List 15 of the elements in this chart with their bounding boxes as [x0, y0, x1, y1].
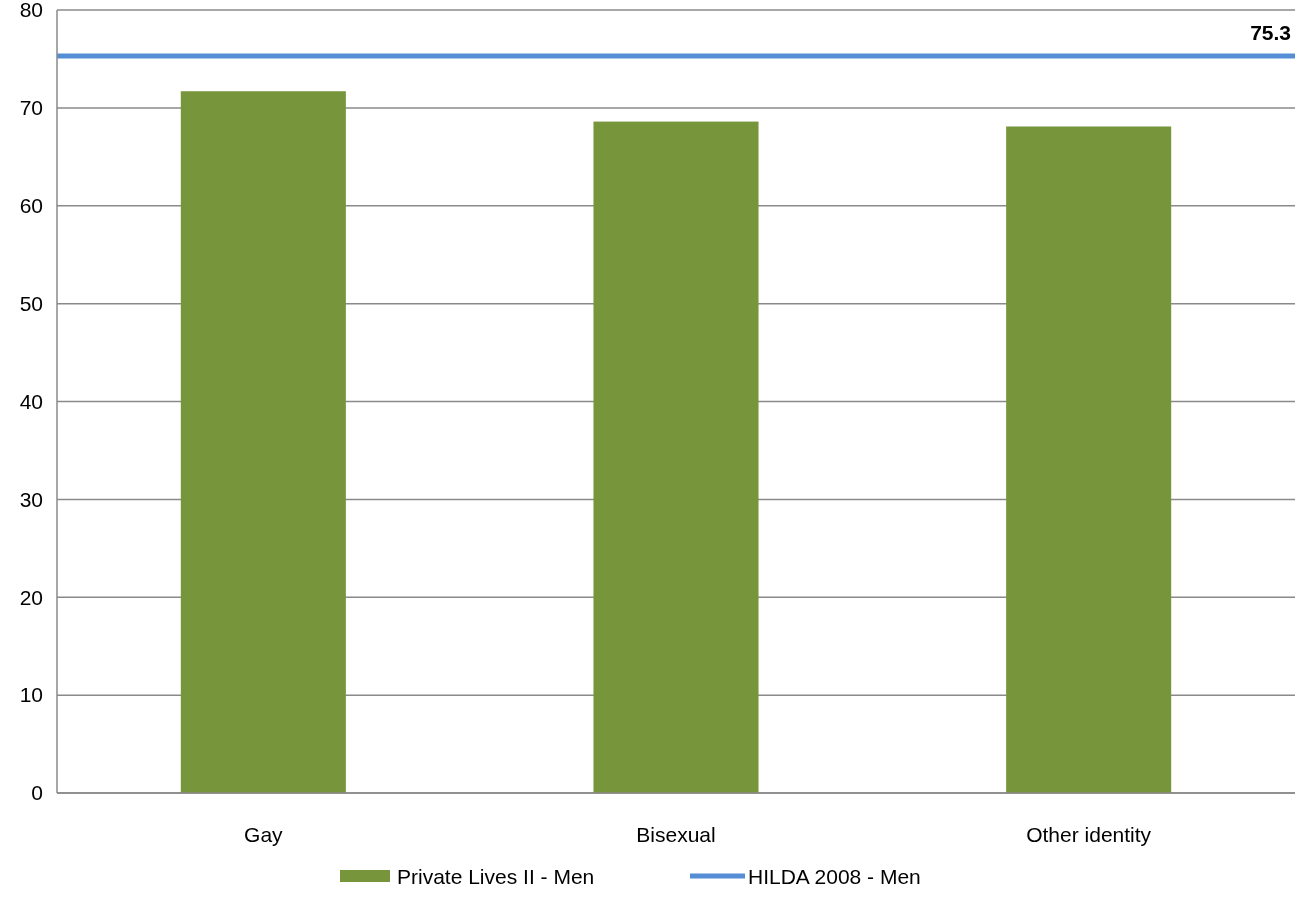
- legend-label: HILDA 2008 - Men: [748, 865, 921, 888]
- x-tick-label: Gay: [244, 823, 284, 846]
- y-tick-label: 50: [19, 291, 43, 315]
- y-tick-label: 60: [19, 194, 43, 218]
- x-tick-label: Other identity: [1026, 823, 1152, 846]
- annotation: 75.3: [1250, 21, 1291, 44]
- x-tick-label: Bisexual: [636, 823, 716, 846]
- y-tick-label: 70: [19, 96, 43, 120]
- legend-label: Private Lives II - Men: [397, 865, 595, 888]
- y-tick-label: 0: [31, 781, 43, 805]
- y-tick-label: 20: [19, 585, 43, 609]
- y-tick-label: 40: [19, 389, 43, 413]
- y-tick-label: 30: [19, 487, 43, 511]
- y-tick-label: 10: [19, 683, 43, 707]
- y-tick-label: 80: [19, 0, 43, 22]
